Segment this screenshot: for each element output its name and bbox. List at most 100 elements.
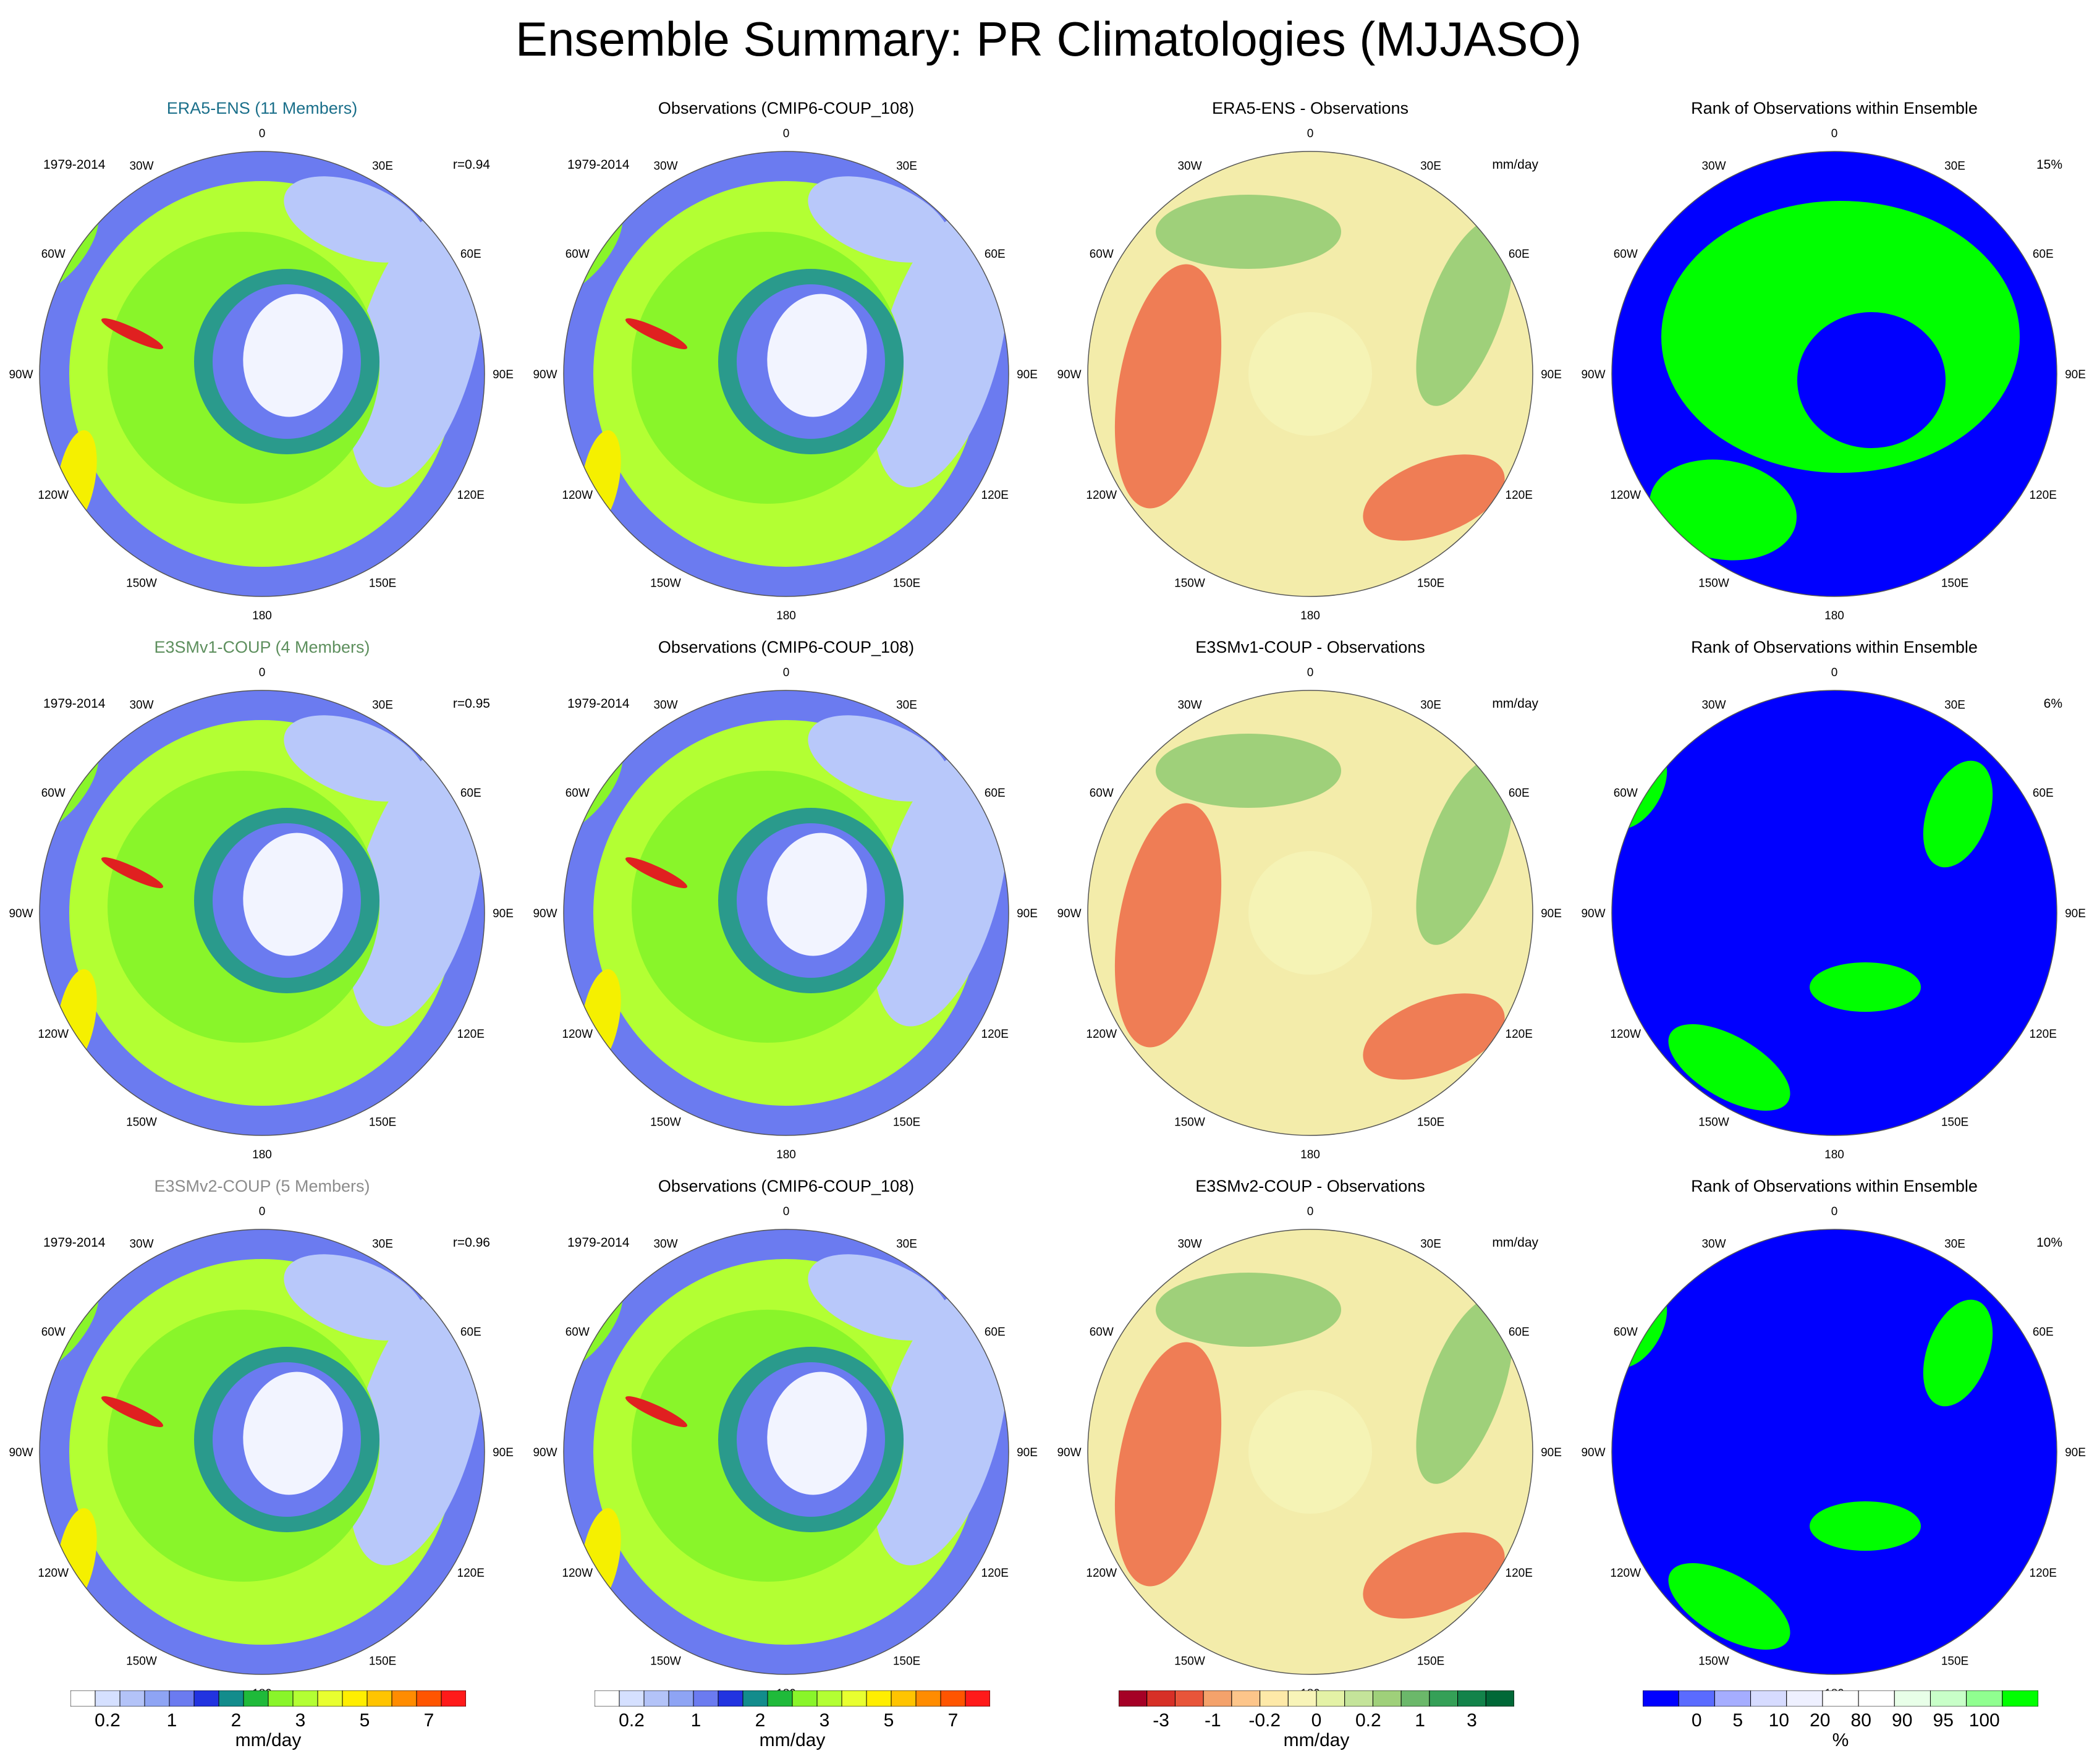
lon-label: 0 bbox=[1307, 1205, 1314, 1218]
panel-r1-c4: Rank of Observations within Ensemble 15% 0… bbox=[1572, 99, 2096, 637]
dry-subtropical-patch bbox=[808, 1254, 950, 1341]
colorbar-tick-label: 7 bbox=[947, 1710, 959, 1731]
panel-stat-label: r=0.94 bbox=[452, 158, 490, 172]
antarctica bbox=[243, 294, 343, 417]
period-label: 1979-2014 bbox=[567, 1236, 630, 1250]
polar-map: 0 30E 60E 90E 120E 150E 180 150W 120W 90W 60W 30W bbox=[533, 666, 1038, 1161]
colorbar-swatch bbox=[193, 1690, 219, 1707]
dry-subtropical-patch bbox=[284, 715, 426, 802]
negative-bias-west bbox=[1114, 1342, 1222, 1587]
colorbar-swatch bbox=[2002, 1690, 2038, 1707]
lon-label: 150W bbox=[1174, 1116, 1205, 1129]
colorbar-swatch bbox=[1786, 1690, 1823, 1707]
panel-stat-label: r=0.95 bbox=[452, 697, 490, 711]
lon-label: 0 bbox=[783, 666, 790, 679]
map-field bbox=[1088, 151, 1533, 596]
panel-r1-c3: ERA5-ENS - Observations mm/day 0 30E 60E 90E 1… bbox=[1048, 99, 1572, 637]
lon-label: 0 bbox=[259, 1205, 266, 1218]
lon-label: 60W bbox=[41, 787, 66, 800]
lon-label: 30W bbox=[1701, 698, 1726, 711]
panel-title: ERA5-ENS - Observations bbox=[1211, 99, 1409, 117]
panel-title: Observations (CMIP6-COUP_108) bbox=[658, 638, 915, 656]
colorbar-tick-label: -1 bbox=[1205, 1710, 1221, 1731]
lon-label: 60E bbox=[2033, 787, 2054, 800]
lon-label: 150W bbox=[126, 577, 157, 590]
lon-label: 30W bbox=[653, 159, 677, 172]
dry-subtropical-patch bbox=[808, 176, 950, 263]
polar-map: 0 30E 60E 90E 120E 150E 180 150W 120W 90W 60W 30W bbox=[9, 666, 513, 1161]
colorbar-unit: mm/day bbox=[235, 1730, 302, 1750]
map-border bbox=[1611, 151, 2057, 597]
lon-label: 30E bbox=[896, 698, 917, 711]
lon-label: 150E bbox=[893, 1116, 920, 1129]
colorbar-3: -3 -1 -0.2 0 0.2 1 3 mm/day bbox=[1119, 1690, 1514, 1752]
colorbar-tick-label: 0 bbox=[1691, 1710, 1702, 1731]
panel-title: Rank of Observations within Ensemble bbox=[1691, 638, 1978, 656]
lon-label: 0 bbox=[1831, 1205, 1838, 1218]
map-field bbox=[40, 690, 485, 1135]
colorbar-unit: mm/day bbox=[1283, 1730, 1350, 1750]
lon-label: 150W bbox=[1698, 1655, 1729, 1668]
lon-label: 120W bbox=[1610, 489, 1641, 502]
panel-r3-c3: E3SMv2-COUP - Observations mm/day 0 30E 60E 9… bbox=[1048, 1177, 1572, 1715]
lon-label: 120E bbox=[2030, 489, 2057, 502]
dry-indian-ocean-patch bbox=[873, 750, 1009, 1027]
colorbar-swatch bbox=[1485, 1690, 1514, 1707]
dry-subtropical-patch bbox=[284, 1254, 426, 1341]
lon-label: 30W bbox=[129, 698, 153, 711]
lon-label: 150W bbox=[650, 1655, 681, 1668]
colorbar-swatch bbox=[1400, 1690, 1430, 1707]
colorbar-swatch bbox=[643, 1690, 669, 1707]
lon-label: 90W bbox=[9, 368, 33, 381]
lon-label: 30W bbox=[129, 1237, 153, 1250]
colorbar-tick-label: 7 bbox=[423, 1710, 434, 1731]
negative-bias-south bbox=[1363, 993, 1505, 1080]
lon-label: 150W bbox=[1174, 577, 1205, 590]
lon-label: 0 bbox=[1831, 127, 1838, 140]
antarctica bbox=[767, 833, 867, 956]
colorbar-swatch bbox=[1822, 1690, 1859, 1707]
lon-label: 30E bbox=[1420, 1237, 1441, 1250]
polar-map: 0 30E 60E 90E 120E 150E 180 150W 120W 90W 60W 30W bbox=[1057, 666, 1561, 1161]
lon-label: 90W bbox=[9, 907, 33, 920]
rank-base bbox=[1612, 1229, 2057, 1674]
colorbar-swatch bbox=[1429, 1690, 1459, 1707]
lon-label: 90E bbox=[1017, 1446, 1038, 1459]
lon-label: 90E bbox=[1017, 907, 1038, 920]
panel-title: Rank of Observations within Ensemble bbox=[1691, 1177, 1978, 1195]
map-border bbox=[1087, 151, 1533, 597]
map-border bbox=[563, 1229, 1009, 1675]
lon-label: 150E bbox=[1417, 577, 1444, 590]
lon-label: 120E bbox=[457, 1028, 485, 1041]
rank-low-polar bbox=[1797, 312, 1946, 448]
colorbar-swatch bbox=[1372, 1690, 1402, 1707]
map-border bbox=[1087, 690, 1533, 1136]
panel-stat-label: mm/day bbox=[1492, 697, 1538, 711]
panel-r2-c3: E3SMv1-COUP - Observations mm/day 0 30E 60E 9… bbox=[1048, 638, 1572, 1176]
lon-label: 30E bbox=[896, 1237, 917, 1250]
colorbar-tick-label: 0.2 bbox=[95, 1710, 121, 1731]
lon-label: 90E bbox=[2065, 907, 2086, 920]
period-label: 1979-2014 bbox=[43, 158, 106, 172]
colorbar-tick-label: 1 bbox=[1415, 1710, 1425, 1731]
lon-label: 0 bbox=[1307, 127, 1314, 140]
antarctic-neutral bbox=[1248, 1390, 1372, 1514]
colorbar-swatch bbox=[693, 1690, 719, 1707]
lon-label: 120W bbox=[1610, 1028, 1641, 1041]
rank-high-patch-4 bbox=[1810, 1501, 1921, 1551]
colorbar-swatch bbox=[1930, 1690, 1967, 1707]
colorbar-swatch bbox=[1750, 1690, 1787, 1707]
map-field bbox=[1612, 151, 2057, 596]
lon-label: 30E bbox=[896, 159, 917, 172]
lon-label: 30E bbox=[1944, 1237, 1965, 1250]
lon-label: 120E bbox=[457, 489, 485, 502]
andes-maximum bbox=[101, 318, 164, 349]
colorbar-tick-label: 0.2 bbox=[1355, 1710, 1381, 1731]
lon-label: 90E bbox=[1541, 368, 1562, 381]
lon-label: 0 bbox=[259, 127, 266, 140]
colorbar-tick-label: 0 bbox=[1311, 1710, 1322, 1731]
lon-label: 150W bbox=[650, 1116, 681, 1129]
panel-r2-c2: Observations (CMIP6-COUP_108) 1979-2014 0 3… bbox=[524, 638, 1048, 1176]
lon-label: 30E bbox=[1944, 159, 1965, 172]
antarctic-neutral bbox=[1248, 851, 1372, 975]
